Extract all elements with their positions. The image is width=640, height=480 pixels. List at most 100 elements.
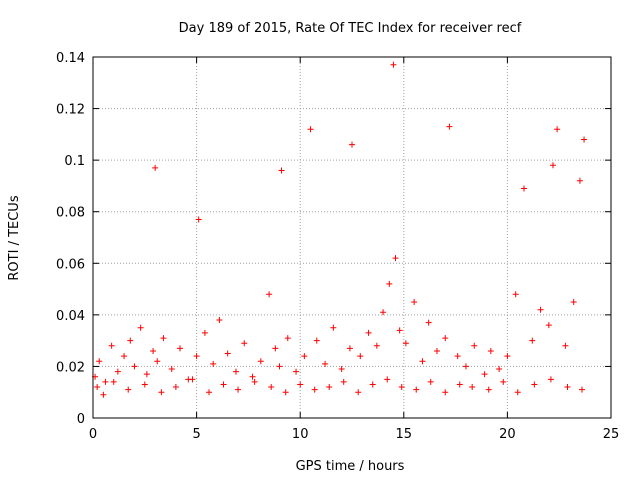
data-point <box>330 324 337 331</box>
data-point <box>462 363 469 370</box>
data-point <box>384 376 391 383</box>
data-point <box>454 353 461 360</box>
data-point <box>411 298 418 305</box>
data-point <box>110 378 117 385</box>
data-points <box>92 61 588 398</box>
data-point <box>193 353 200 360</box>
data-point <box>369 381 376 388</box>
data-point <box>485 386 492 393</box>
data-point <box>446 123 453 130</box>
data-point <box>346 345 353 352</box>
data-point <box>529 337 536 344</box>
data-point <box>257 358 264 365</box>
data-point <box>311 386 318 393</box>
data-point <box>278 167 285 174</box>
data-point <box>487 347 494 354</box>
data-point <box>545 322 552 329</box>
grid-lines <box>93 57 611 418</box>
data-point <box>419 358 426 365</box>
data-point <box>340 378 347 385</box>
data-point <box>297 381 304 388</box>
data-point <box>206 389 213 396</box>
data-point <box>355 389 362 396</box>
data-point <box>293 368 300 375</box>
data-point <box>137 324 144 331</box>
y-tick-label: 0.08 <box>56 206 85 221</box>
data-point <box>131 363 138 370</box>
data-point <box>272 345 279 352</box>
data-point <box>402 340 409 347</box>
data-point <box>189 376 196 383</box>
data-point <box>554 126 561 133</box>
data-point <box>514 389 521 396</box>
x-tick-label: 5 <box>192 427 200 442</box>
data-point <box>496 366 503 373</box>
data-point <box>512 291 519 298</box>
data-point <box>500 378 507 385</box>
data-point <box>220 381 227 388</box>
data-point <box>547 376 554 383</box>
data-point <box>471 342 478 349</box>
data-point <box>282 389 289 396</box>
data-point <box>398 384 405 391</box>
data-point <box>349 141 355 148</box>
data-point <box>268 384 275 391</box>
data-point <box>365 329 372 336</box>
data-point <box>168 366 175 373</box>
data-point <box>307 126 314 133</box>
data-point <box>102 378 109 385</box>
data-point <box>322 360 329 367</box>
y-tick-label: 0.06 <box>56 257 85 272</box>
data-point <box>114 368 121 375</box>
data-point <box>433 347 440 354</box>
data-point <box>210 360 217 367</box>
data-point <box>570 298 577 305</box>
data-point <box>380 309 387 316</box>
data-point <box>442 335 449 342</box>
data-point <box>301 353 308 360</box>
data-point <box>121 353 128 360</box>
x-tick-label: 25 <box>603 427 620 442</box>
data-point <box>249 373 256 380</box>
data-point <box>549 162 556 169</box>
data-point <box>177 345 184 352</box>
data-point <box>150 347 157 354</box>
data-point <box>576 177 583 184</box>
plot-frame <box>92 56 612 419</box>
data-point <box>326 384 333 391</box>
data-point <box>125 386 132 393</box>
data-point <box>224 350 231 357</box>
data-point <box>338 366 345 373</box>
data-point <box>160 335 167 342</box>
y-tick-label: 0.14 <box>56 51 85 66</box>
data-point <box>578 386 585 393</box>
data-point <box>442 389 449 396</box>
data-point <box>276 363 283 370</box>
data-point <box>537 306 544 313</box>
data-point <box>201 329 208 336</box>
data-point <box>413 386 420 393</box>
data-point <box>158 389 165 396</box>
data-point <box>313 337 320 344</box>
y-tick-label: 0.1 <box>64 154 85 169</box>
data-point <box>520 185 527 192</box>
data-point <box>266 291 273 298</box>
data-point <box>562 342 569 349</box>
y-tick-label: 0.04 <box>56 309 85 324</box>
chart-title: Day 189 of 2015, Rate Of TEC Index for r… <box>179 21 522 36</box>
data-point <box>373 342 380 349</box>
data-point <box>216 317 223 324</box>
data-point <box>195 216 202 223</box>
data-point <box>143 371 150 378</box>
data-point <box>425 319 432 326</box>
data-point <box>100 391 107 398</box>
x-axis-title: GPS time / hours <box>296 459 405 474</box>
data-point <box>96 358 103 365</box>
data-point <box>172 384 179 391</box>
data-point <box>564 384 571 391</box>
y-tick-label: 0.02 <box>56 360 85 375</box>
y-tick-label: 0 <box>77 412 85 427</box>
data-point <box>504 353 511 360</box>
